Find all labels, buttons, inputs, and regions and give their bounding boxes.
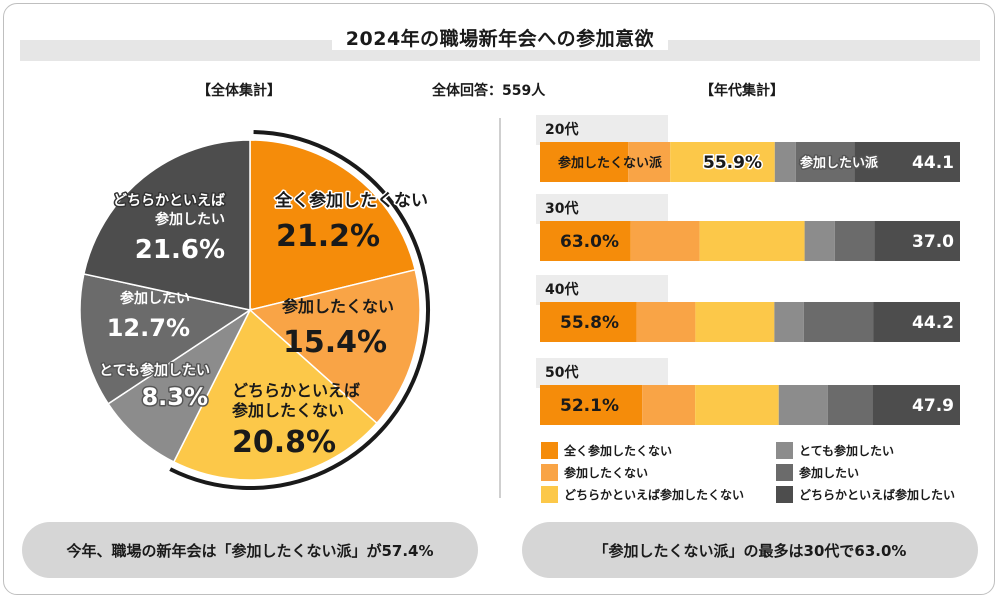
- pie-label-6a: どちらかといえば: [113, 193, 225, 209]
- bar-segment-3-4: [774, 302, 804, 342]
- legend-label-4: とても参加したい: [799, 444, 895, 458]
- legend-swatch-6: [776, 486, 793, 503]
- bar-segment-3-6: [873, 302, 960, 342]
- bar-segment-1-1: [540, 142, 629, 182]
- bar-segment-3-5: [803, 302, 874, 342]
- pie-label-6b: 参加したい: [155, 211, 225, 228]
- legend-swatch-1: [541, 442, 558, 459]
- age-label: 【年代集計】: [700, 83, 784, 99]
- pie-value-5: 12.7%: [107, 314, 190, 342]
- bar-neg-total-1: 55.9%: [703, 153, 762, 173]
- legend-item-6: どちらかといえば参加したい: [776, 486, 955, 503]
- pie-label-1: 全く参加したくない: [274, 190, 428, 211]
- bar-segment-1-2: [628, 142, 671, 182]
- pie-slice-1: [249, 139, 417, 311]
- bar-segment-3-2: [636, 302, 696, 342]
- pie-value-4: 8.3%: [141, 383, 208, 411]
- bar-pos-total-3: 44.2: [912, 313, 954, 333]
- legend-label-2: 参加したくない: [564, 466, 649, 480]
- legend-label-1: 全く参加したくない: [564, 444, 673, 458]
- bar-neg-total-2: 63.0%: [560, 232, 619, 252]
- pie-slice-2: [248, 268, 421, 425]
- bar-pos-total-2: 37.0: [912, 232, 954, 252]
- summary-right: 「参加したくない派」の最多は30代で63.0%: [522, 522, 978, 578]
- bar-label-bg-3: [536, 275, 668, 305]
- pie-value-2: 15.4%: [283, 325, 387, 360]
- bar-pos-total-1: 44.1: [912, 153, 954, 173]
- legend-label-3: どちらかといえば参加したくない: [564, 488, 745, 502]
- total-respondents: 全体回答：559人: [432, 83, 546, 99]
- legend-item-4: とても参加したい: [776, 442, 894, 459]
- pie-slice-6: [82, 139, 251, 311]
- legend-item-5: 参加したい: [776, 464, 859, 481]
- chart-title-text: 2024年の職場新年会への参加意欲: [331, 28, 669, 50]
- bar-segment-1-6: [854, 142, 960, 182]
- legend-swatch-2: [541, 464, 558, 481]
- pie-value-1: 21.2%: [276, 219, 380, 254]
- bar-segment-1-3: [670, 142, 775, 182]
- pie-label-3a: どちらかといえば: [232, 381, 360, 400]
- pie-slice-5: [79, 273, 252, 405]
- legend-swatch-4: [776, 442, 793, 459]
- title-band: [20, 40, 980, 61]
- panel-divider: [499, 118, 501, 498]
- bar-segment-3-1: [540, 302, 637, 342]
- legend-item-3: どちらかといえば参加したくない: [541, 486, 744, 503]
- pie-label-5: 参加したい: [120, 290, 190, 307]
- legend-label-6: どちらかといえば参加したい: [799, 488, 956, 502]
- pie-label-3b: 参加したくない: [232, 401, 344, 420]
- bar-segment-4-5: [827, 385, 873, 425]
- bar-segment-4-6: [872, 385, 960, 425]
- legend-label-5: 参加したい: [799, 466, 860, 480]
- bar-neg-total-3: 55.8%: [560, 313, 619, 333]
- bar-group-label-4: 50代: [545, 364, 578, 381]
- pie-label-2: 参加したくない: [282, 297, 394, 316]
- bar-label-bg-4: [536, 358, 668, 388]
- legend-item-1: 全く参加したくない: [541, 442, 672, 459]
- bar-neg-caption-1: 参加したくない派: [558, 155, 663, 171]
- legend-item-2: 参加したくない: [541, 464, 648, 481]
- bar-segment-4-4: [778, 385, 828, 425]
- overall-label: 【全体集計】: [197, 83, 281, 99]
- bar-segment-2-2: [630, 221, 700, 261]
- summary-left: 今年、職場の新年会は「参加したくない派」が57.4%: [22, 522, 478, 578]
- bar-segment-4-2: [642, 385, 696, 425]
- bar-segment-4-3: [695, 385, 779, 425]
- bar-pos-caption-1: 参加したい派: [800, 155, 879, 171]
- bar-group-label-1: 20代: [545, 121, 578, 138]
- pie-label-4: とても参加したい: [99, 362, 210, 379]
- pie-value-3: 20.8%: [232, 425, 336, 460]
- pie-slice-4: [107, 307, 252, 463]
- pie-value-6: 21.6%: [135, 235, 225, 265]
- bar-segment-2-6: [874, 221, 960, 261]
- bar-group-label-2: 30代: [545, 200, 578, 217]
- bar-segment-2-1: [540, 221, 631, 261]
- bar-label-bg-2: [536, 194, 668, 224]
- bar-pos-total-4: 47.9: [912, 396, 954, 416]
- bar-segment-1-4: [774, 142, 796, 182]
- bar-label-bg-1: [536, 115, 668, 145]
- pie-slice-3: [172, 308, 378, 481]
- bar-segment-3-3: [695, 302, 775, 342]
- negative-share-arc: [169, 130, 430, 490]
- bar-segment-2-4: [804, 221, 835, 261]
- legend-swatch-3: [541, 486, 558, 503]
- bar-group-label-3: 40代: [545, 281, 578, 298]
- bar-segment-2-3: [699, 221, 805, 261]
- chart-title: 2024年の職場新年会への参加意欲: [0, 24, 1000, 51]
- bar-segment-1-5: [795, 142, 855, 182]
- legend-swatch-5: [776, 464, 793, 481]
- bar-neg-total-4: 52.1%: [560, 396, 619, 416]
- bar-segment-4-1: [540, 385, 643, 425]
- bar-segment-2-5: [834, 221, 875, 261]
